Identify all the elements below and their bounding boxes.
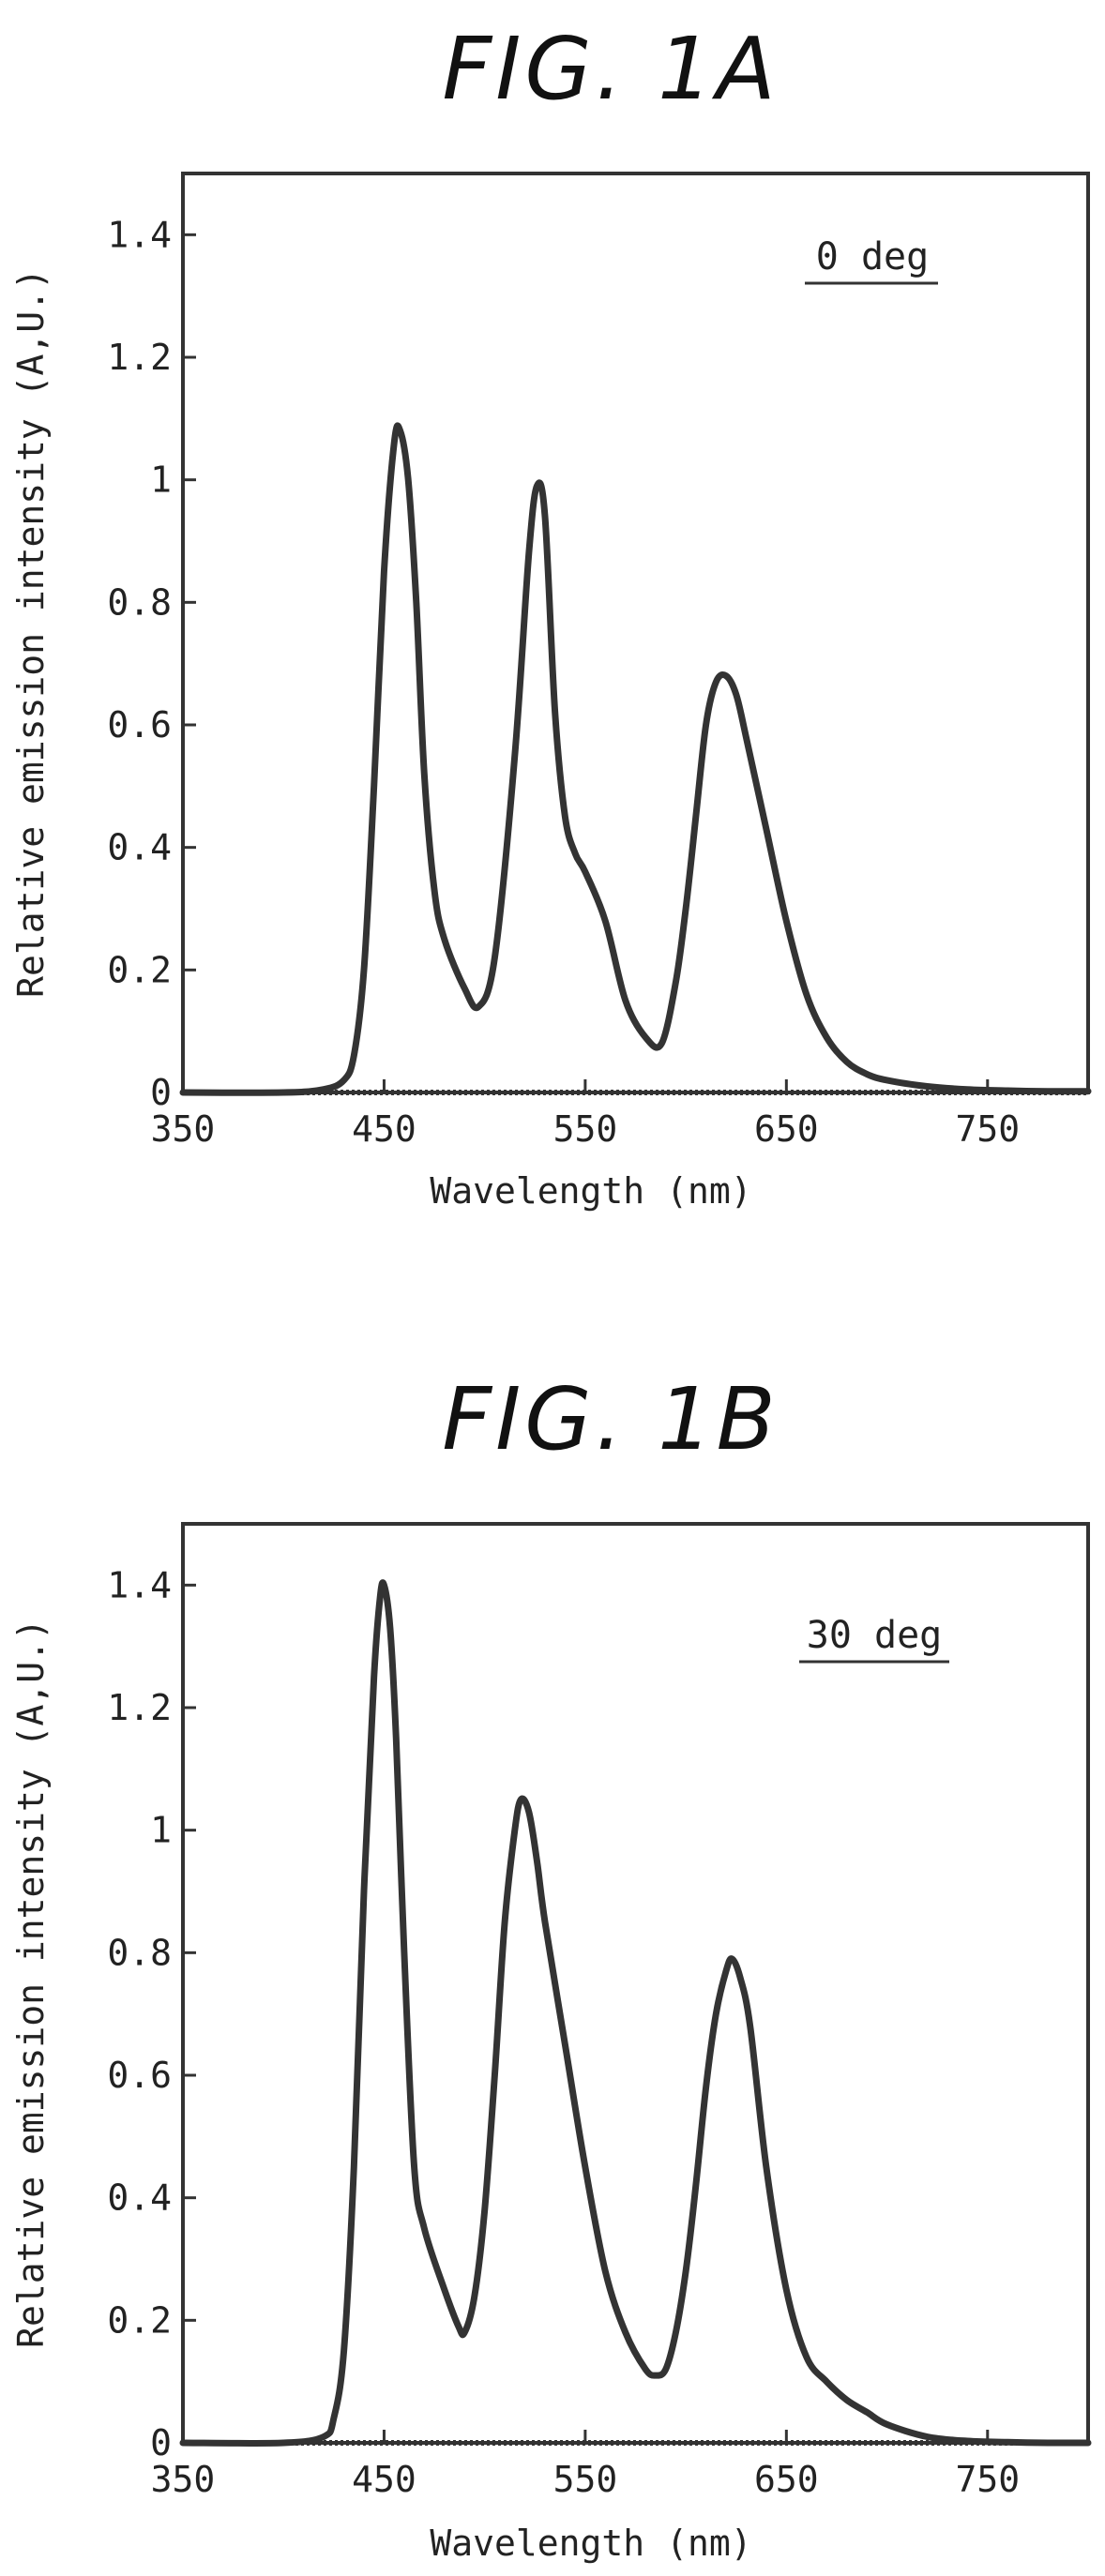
panel-1a-angle-label: 0 deg (816, 235, 929, 279)
panel-1b-y-axis-label: Relative emission intensity (A,U.) (10, 1619, 52, 2348)
panel-1a-plot-frame (181, 172, 1090, 1094)
panel-1a: FIG. 1A 0 0.2 0.4 0.6 0.8 1 1.2 1.4 350 450 550 65… (10, 19, 1092, 1212)
panel-1b-x-tick-label: 450 (352, 2459, 416, 2500)
panel-1b-y-ticks: 0 0.2 0.4 0.6 0.8 1 1.2 1.4 (107, 1564, 196, 2463)
panel-1a-y-tick-label: 1.2 (107, 337, 172, 378)
panel-1b-x-axis-label: Wavelength (nm) (430, 2523, 751, 2564)
panel-1b-plot-frame (181, 1522, 1090, 2445)
panel-1b: FIG. 1B 0 0.2 0.4 0.6 0.8 1 1.2 1.4 350 450 550 65… (10, 1369, 1092, 2564)
panel-1a-x-axis-label: Wavelength (nm) (430, 1170, 751, 1212)
panel-1b-x-tick-label: 750 (955, 2459, 1020, 2500)
panel-1b-title: FIG. 1B (442, 1369, 779, 1469)
panel-1a-x-ticks: 350 450 550 650 750 (151, 1079, 1020, 1150)
panel-1a-x-tick-label: 450 (352, 1108, 416, 1150)
panel-1a-spectrum-line (179, 422, 1092, 1096)
panel-1a-x-tick-label: 550 (553, 1108, 618, 1150)
panel-1a-y-axis-label: Relative emission intensity (A,U.) (10, 268, 52, 998)
panel-1a-x-tick-label: 350 (151, 1108, 216, 1150)
panel-1b-y-tick-label: 0.4 (107, 2177, 172, 2219)
panel-1b-y-tick-label: 1 (150, 1810, 172, 1851)
panel-1b-x-tick-label: 650 (754, 2459, 819, 2500)
panel-1b-y-tick-label: 0.6 (107, 2055, 172, 2096)
panel-1b-y-tick-label: 0 (150, 2422, 172, 2463)
panel-1a-title: FIG. 1A (442, 19, 779, 119)
panel-1b-x-ticks: 350 450 550 650 750 (151, 2430, 1020, 2500)
panel-1b-y-tick-label: 0.8 (107, 1932, 172, 1973)
panel-1a-y-tick-label: 0.6 (107, 704, 172, 746)
panel-1a-y-tick-label: 0 (150, 1072, 172, 1113)
panel-1b-y-tick-label: 0.2 (107, 2299, 172, 2341)
panel-1a-x-tick-label: 650 (754, 1108, 819, 1150)
panel-1b-y-tick-label: 1.2 (107, 1687, 172, 1728)
panel-1a-x-tick-label: 750 (955, 1108, 1020, 1150)
panel-1a-y-ticks: 0 0.2 0.4 0.6 0.8 1 1.2 1.4 (107, 214, 196, 1113)
panel-1b-x-tick-label: 350 (151, 2459, 216, 2500)
panel-1b-angle-label: 30 deg (807, 1614, 943, 1657)
panel-1b-spectrum-line (179, 1579, 1092, 2447)
panel-1a-y-tick-label: 1.4 (107, 214, 172, 255)
panel-1a-y-tick-label: 0.2 (107, 949, 172, 990)
panel-1a-y-tick-label: 0.4 (107, 827, 172, 868)
panel-1b-y-tick-label: 1.4 (107, 1564, 172, 1605)
panel-1a-y-tick-label: 0.8 (107, 581, 172, 623)
panel-1b-x-tick-label: 550 (553, 2459, 618, 2500)
panel-1a-y-tick-label: 1 (150, 459, 172, 501)
